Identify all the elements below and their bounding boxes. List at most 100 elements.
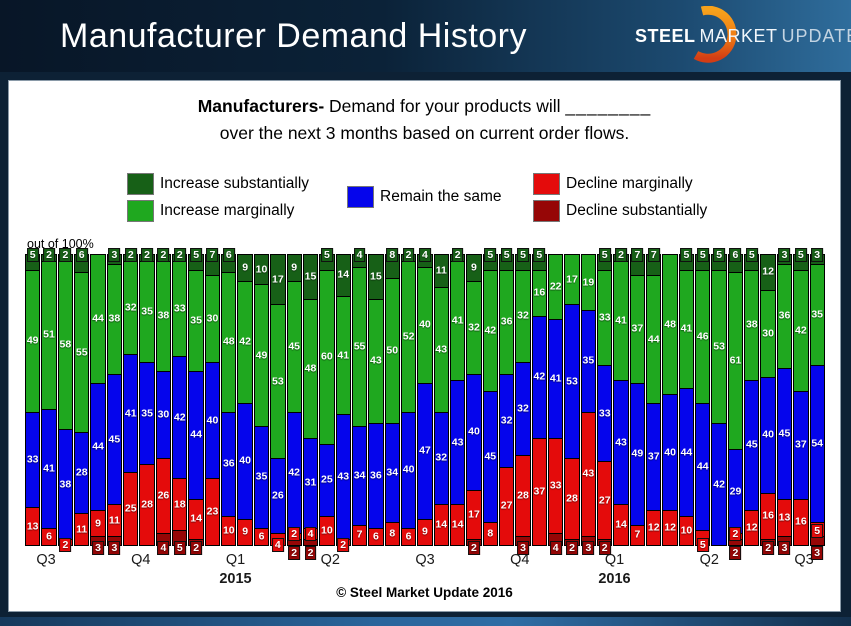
bar-segment: 10: [222, 515, 236, 545]
bar-value-label: 2: [157, 248, 170, 262]
axis-year-label: 2015: [219, 571, 252, 587]
bar-segment: 2: [124, 248, 138, 262]
bar-26: 11 43 32 14: [433, 254, 449, 546]
bar-value-label: 14: [451, 518, 464, 531]
bar-value-label: 49: [26, 334, 39, 347]
bar-segment: 6: [254, 527, 269, 545]
bar-segment: 34: [352, 426, 367, 525]
bar-segment: 19: [581, 255, 596, 311]
bar-segment: 5: [696, 248, 710, 270]
bar-value-label: 37: [631, 322, 644, 335]
bar-segment: 40: [238, 402, 252, 519]
bar-segment: 35: [254, 426, 269, 528]
bar-value-label: 10: [222, 524, 235, 537]
bar-segment: 45: [777, 368, 792, 499]
bar-value-label: 9: [422, 525, 428, 538]
bar-segment: 2: [728, 527, 743, 542]
bar-value-label: 30: [762, 327, 774, 340]
bar-value-label: 37: [647, 450, 660, 463]
bar-segment: 38: [156, 260, 171, 371]
bar-16: 17 53 26 4: [270, 254, 286, 552]
bar-value-label: 33: [549, 479, 562, 492]
bar-segment: 15: [303, 255, 318, 299]
bar-value-label: 31: [304, 476, 317, 489]
bar-segment: 26: [156, 457, 171, 534]
axis-year-label: 2016: [598, 571, 631, 587]
bar-24: 2 52 40 6: [400, 248, 417, 546]
bar-value-label: 40: [762, 428, 774, 441]
bar-value-label: 33: [173, 302, 186, 315]
bar-value-label: 40: [206, 414, 219, 427]
bar-value-label: 2: [288, 545, 301, 560]
bar-segment: 43: [336, 414, 350, 540]
bar-segment: 5: [679, 248, 694, 270]
bar-value-label: 61: [729, 354, 742, 367]
bar-value-label: 5: [26, 248, 39, 262]
bar-40: 48 40 12: [662, 254, 678, 546]
bar-value-label: 47: [419, 444, 431, 457]
bar-segment: 47: [418, 382, 432, 519]
bar-segment: 40: [401, 411, 416, 528]
bar-segment: 32: [499, 373, 514, 467]
slide-bottom-strip: [0, 617, 851, 626]
legend-swatch-decline-substantially: [533, 200, 560, 222]
bar-segment: 50: [385, 278, 399, 424]
bar-value-label: 3: [811, 248, 824, 262]
bar-value-label: 5: [794, 248, 807, 262]
bar-31: 5 32 32 28 3: [515, 248, 531, 555]
bar-segment: 45: [107, 373, 122, 505]
bar-segment: 10: [254, 255, 269, 284]
axis-quarter-label: Q4: [120, 551, 162, 589]
bar-value-label: 35: [190, 314, 202, 327]
bar-value-label: 44: [190, 428, 202, 441]
bar-value-label: 45: [108, 432, 121, 445]
bar-segment: 17: [565, 255, 579, 305]
bar-value-label: 26: [157, 489, 170, 502]
bar-value-label: 38: [59, 477, 72, 490]
bar-segment: 26: [271, 457, 285, 534]
bar-segment: 53: [565, 304, 579, 458]
bar-segment: 37: [794, 391, 808, 499]
bar-23: 8 50 34 8: [384, 248, 400, 546]
bar-segment: 41: [42, 408, 56, 528]
bar-segment: 41: [679, 269, 694, 389]
bar-value-label: 4: [419, 248, 431, 262]
bar-7: 2 32 41 25: [123, 248, 139, 546]
bar-value-label: 5: [680, 248, 693, 262]
bar-9: 2 38 30 26 4: [155, 248, 172, 555]
bar-value-label: 41: [43, 461, 55, 474]
bar-value-label: 54: [811, 437, 824, 450]
bar-value-label: 6: [222, 248, 235, 262]
bar-value-label: 42: [239, 335, 251, 348]
bar-segment: 60: [320, 269, 334, 444]
bar-segment: 44: [647, 275, 661, 403]
bar-value-label: 3: [778, 540, 791, 555]
survey-question-line2: over the next 3 months based on current …: [219, 123, 630, 143]
bar-segment: 7: [630, 524, 645, 545]
bar-value-label: 33: [598, 406, 611, 419]
bar-segment: 9: [91, 510, 105, 537]
bar-37: 2 41 43 14: [613, 248, 629, 546]
bar-value-label: 5: [533, 248, 546, 262]
bar-27: 2 41 43 14: [449, 248, 466, 546]
bar-segment: 5: [516, 248, 530, 270]
bar-value-label: 45: [778, 427, 791, 440]
bar-segment: 23: [205, 478, 220, 545]
bar-segment: 40: [761, 376, 775, 493]
bar-segment: 14: [614, 504, 628, 545]
bar-value-label: 49: [255, 348, 268, 361]
bar-value-label: 10: [321, 524, 333, 537]
bar-value-label: 32: [124, 300, 137, 313]
survey-question-line1: Manufacturers- Demand for your products …: [9, 93, 840, 120]
bar-segment: 34: [385, 423, 399, 522]
bar-segment: 45: [745, 379, 759, 511]
bar-value-label: 27: [500, 499, 513, 512]
bar-value-label: 3: [92, 540, 104, 555]
bar-segment: 6: [75, 248, 89, 273]
bar-segment: 9: [418, 518, 432, 545]
bar-value-label: 13: [26, 519, 39, 532]
bar-segment: 37: [630, 275, 645, 383]
bar-segment: 10: [320, 516, 334, 545]
bar-value-label: 7: [206, 248, 219, 262]
bar-segment: 7: [647, 248, 661, 276]
